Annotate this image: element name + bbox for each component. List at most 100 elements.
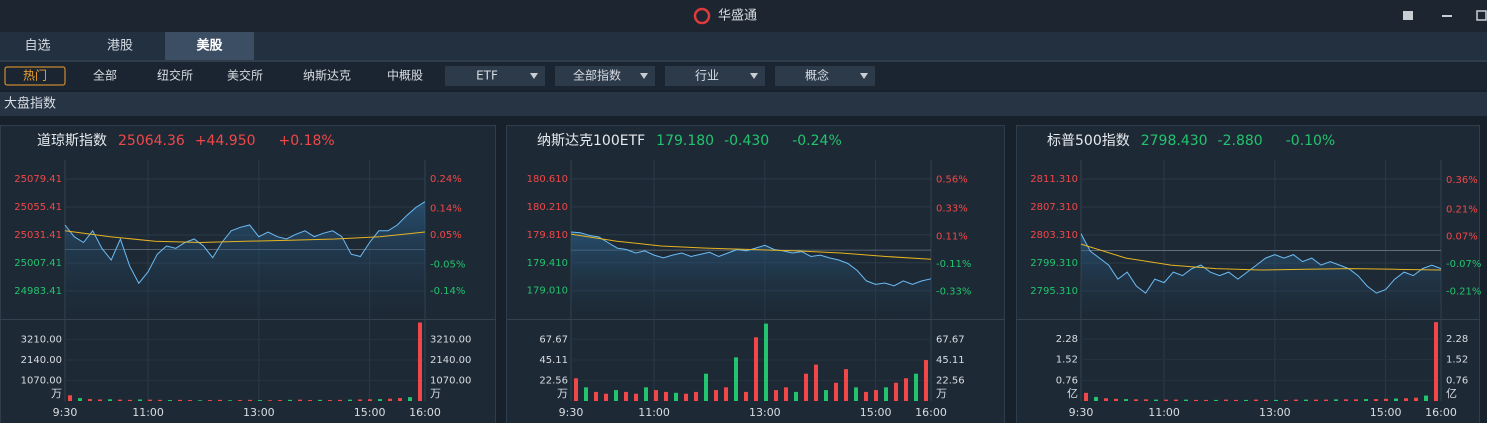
time-label: 16:00 <box>1425 406 1457 419</box>
dropdown-label[interactable]: 概念 <box>805 68 829 83</box>
price-tick-label: 179.810 <box>527 230 568 241</box>
volume-tick-label: 45.11 <box>936 355 965 366</box>
quote-change: -0.430 <box>724 133 769 149</box>
price-tick-label: 25031.41 <box>14 230 62 241</box>
volume-tick-label: 0.76 <box>1056 375 1078 386</box>
volume-tick-label: 45.11 <box>539 355 568 366</box>
section-bar <box>0 92 1487 116</box>
volume-bar <box>1104 398 1108 401</box>
dropdown-box[interactable] <box>665 66 765 86</box>
price-tick-label: 2799.310 <box>1030 258 1078 269</box>
volume-bar <box>288 399 292 401</box>
skin-icon[interactable] <box>1403 11 1413 20</box>
average-line <box>1080 243 1442 271</box>
time-label: 16:00 <box>409 406 441 419</box>
price-area <box>1081 233 1441 318</box>
volume-tick-label: 1.52 <box>1056 355 1078 366</box>
volume-bar <box>1084 392 1088 401</box>
filter[interactable]: 纳斯达克 <box>303 69 351 83</box>
price-tick-label: 25007.41 <box>14 258 62 269</box>
volume-bar <box>614 390 618 401</box>
volume-bar <box>574 378 578 401</box>
volume-bar <box>1114 398 1118 401</box>
volume-bar <box>1174 399 1178 401</box>
volume-bar <box>784 387 788 401</box>
volume-bar <box>398 398 402 401</box>
volume-tick-label: 0.76 <box>1446 375 1468 386</box>
quote-change: -2.880 <box>1218 133 1263 149</box>
tab[interactable]: 美股 <box>196 38 222 54</box>
logo <box>693 7 711 25</box>
volume-bar <box>1354 399 1358 401</box>
tab[interactable]: 港股 <box>107 39 133 54</box>
volume-tick-label: 22.56 <box>936 375 965 386</box>
filter[interactable]: 中概股 <box>387 68 423 83</box>
volume-bar <box>1284 399 1288 401</box>
time-label: 9:30 <box>53 406 78 419</box>
volume-bar <box>644 387 648 401</box>
dropdown-label[interactable]: 行业 <box>695 69 719 83</box>
volume-bar <box>208 400 212 401</box>
volume-bar <box>128 399 132 401</box>
volume-bar <box>744 391 748 401</box>
dropdown-label[interactable]: 全部指数 <box>573 68 621 83</box>
volume-bar <box>108 399 112 401</box>
pct-tick-label: 0.07% <box>1446 232 1478 243</box>
filter[interactable]: 美交所 <box>227 68 263 83</box>
time-label: 13:00 <box>1259 406 1291 419</box>
dropdown-box[interactable] <box>555 66 655 86</box>
dropdown-box[interactable] <box>445 66 545 86</box>
volume-bar <box>198 400 202 401</box>
volume-bar <box>594 391 598 401</box>
volume-bar <box>298 399 302 401</box>
volume-bar <box>704 373 708 401</box>
filter[interactable]: 热门 <box>23 68 47 83</box>
volume-bar <box>178 399 182 401</box>
volume-bar <box>1194 399 1198 401</box>
volume-bar <box>764 323 768 401</box>
dropdown-box[interactable] <box>775 66 875 86</box>
volume-bar <box>1404 398 1408 401</box>
volume-bar <box>78 398 82 401</box>
volume-bar <box>378 399 382 401</box>
volume-bar <box>1184 399 1188 401</box>
volume-tick-label: 1070.00 <box>430 376 471 387</box>
volume-bar <box>1204 399 1208 401</box>
filter[interactable]: 纽交所 <box>157 68 193 83</box>
price-tick-label: 179.410 <box>527 258 568 269</box>
filter[interactable]: 全部 <box>93 68 117 83</box>
section-title: 大盘指数 <box>4 96 56 112</box>
volume-bar <box>278 400 282 401</box>
volume-bar <box>924 360 928 401</box>
time-label: 11:00 <box>638 406 670 419</box>
volume-bar <box>844 369 848 401</box>
time-label: 15:00 <box>1370 406 1402 419</box>
time-label: 11:00 <box>132 406 164 419</box>
volume-tick-label: 22.56 <box>539 375 568 386</box>
maximize-button[interactable] <box>1476 10 1487 21</box>
volume-tick-label: 2.28 <box>1056 334 1078 345</box>
volume-bar <box>1244 399 1248 401</box>
filter-active-box <box>4 66 66 86</box>
quote-name: 道琼斯指数 <box>37 133 107 149</box>
volume-bar <box>774 390 778 401</box>
volume-bar <box>694 391 698 401</box>
tab[interactable]: 自选 <box>24 39 50 54</box>
pct-tick-label: 0.36% <box>1446 175 1478 186</box>
price-tick-label: 2807.310 <box>1030 202 1078 213</box>
price-area <box>571 232 931 318</box>
volume-bar <box>604 393 608 401</box>
pct-tick-label: 0.33% <box>936 204 968 215</box>
price-tick-label: 24983.41 <box>14 286 62 297</box>
volume-bar <box>228 400 232 401</box>
pct-tick-label: -0.07% <box>1446 259 1481 270</box>
price-area <box>65 201 425 318</box>
volume-bar <box>814 364 818 401</box>
volume-bar <box>1324 399 1328 401</box>
dropdown-label[interactable]: ETF <box>476 69 498 83</box>
price-tick-label: 2811.310 <box>1030 174 1078 185</box>
tab-active-bg <box>165 32 254 60</box>
pct-tick-label: 0.11% <box>936 231 968 242</box>
pct-tick-label: -0.14% <box>430 286 465 297</box>
quote-change-pct: -0.10% <box>1286 133 1336 149</box>
